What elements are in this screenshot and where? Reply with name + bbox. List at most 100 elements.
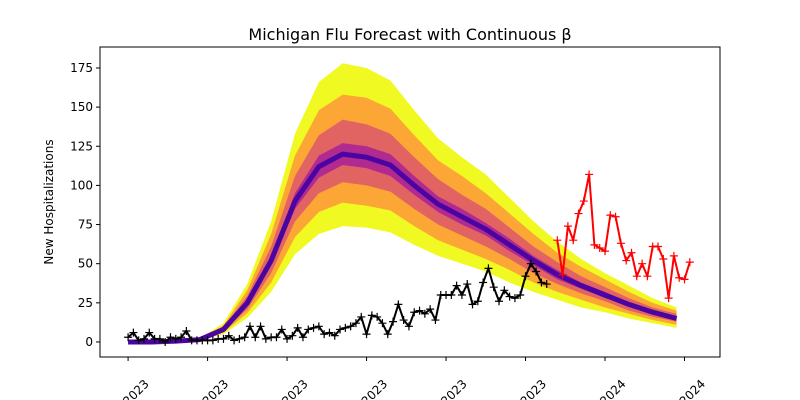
- plus-marker: [245, 322, 254, 331]
- y-tick-label: 175: [70, 61, 93, 75]
- plus-marker: [532, 267, 541, 276]
- fan-band: [128, 143, 677, 342]
- plus-marker: [410, 308, 419, 317]
- plus-marker: [177, 333, 186, 342]
- plus-marker: [378, 319, 387, 328]
- plus-marker: [574, 209, 583, 218]
- plus-marker: [468, 300, 477, 309]
- plus-marker: [632, 272, 641, 281]
- plot-frame: [99, 46, 721, 358]
- y-tick-label: 150: [70, 100, 93, 114]
- plus-marker: [590, 240, 599, 249]
- plus-marker: [420, 309, 429, 318]
- plus-marker: [479, 278, 488, 287]
- plus-marker: [542, 280, 551, 289]
- y-tick-label: 50: [78, 257, 93, 271]
- plus-marker: [415, 306, 424, 315]
- plus-marker: [235, 334, 244, 343]
- plus-marker: [277, 325, 286, 334]
- plus-marker: [325, 328, 334, 337]
- plus-marker: [457, 291, 466, 299]
- y-tick-label: 25: [78, 296, 93, 310]
- plus-marker: [463, 280, 472, 289]
- plus-marker: [669, 251, 678, 260]
- plus-marker: [526, 259, 535, 268]
- plus-marker: [484, 264, 493, 273]
- plus-marker: [283, 334, 292, 343]
- plus-marker: [134, 336, 143, 345]
- plus-marker: [219, 334, 228, 343]
- plus-marker: [611, 212, 620, 221]
- plus-marker: [563, 222, 572, 231]
- plus-marker: [685, 258, 694, 267]
- plus-marker: [431, 316, 440, 325]
- plus-marker: [638, 259, 647, 268]
- plus-marker: [675, 273, 684, 282]
- plus-marker: [553, 236, 562, 245]
- plus-marker: [224, 331, 233, 340]
- plus-marker: [659, 254, 668, 263]
- plus-marker: [373, 312, 382, 321]
- plus-marker: [489, 283, 498, 292]
- plus-marker: [251, 333, 260, 342]
- plus-marker: [230, 336, 239, 345]
- plus-marker: [595, 244, 604, 253]
- plus-marker: [664, 294, 673, 303]
- plus-marker: [389, 317, 398, 326]
- plus-marker: [261, 334, 270, 343]
- plus-marker: [336, 325, 345, 334]
- plus-marker: [521, 272, 530, 281]
- y-axis-label: New Hospitalizations: [42, 139, 56, 264]
- plus-marker: [447, 291, 456, 299]
- plus-marker: [293, 323, 302, 332]
- plus-marker: [654, 242, 662, 251]
- plus-marker: [622, 256, 631, 265]
- plus-marker: [314, 322, 323, 331]
- plus-marker: [304, 325, 313, 334]
- plus-marker: [155, 334, 164, 343]
- series-line: [556, 174, 691, 299]
- plus-marker: [426, 305, 435, 314]
- plus-marker: [351, 319, 360, 328]
- y-tick-label: 125: [70, 139, 93, 153]
- y-tick-label: 0: [85, 335, 93, 349]
- plus-marker: [404, 322, 413, 331]
- plus-marker: [558, 270, 567, 279]
- plus-marker: [399, 316, 408, 325]
- plus-marker: [500, 286, 509, 295]
- plus-marker: [601, 247, 610, 256]
- plus-marker: [309, 323, 318, 332]
- plus-marker: [606, 211, 615, 220]
- plus-marker: [288, 331, 297, 340]
- plus-marker: [208, 336, 217, 345]
- plus-marker: [346, 322, 355, 331]
- plus-marker: [139, 334, 148, 343]
- plus-marker: [171, 334, 180, 343]
- chart-title: Michigan Flu Forecast with Continuous β: [248, 25, 571, 44]
- plus-marker: [452, 281, 461, 290]
- plus-marker: [585, 170, 594, 179]
- plus-marker: [161, 337, 170, 346]
- plus-marker: [129, 328, 138, 337]
- plus-marker: [495, 297, 504, 306]
- plus-marker: [272, 333, 281, 342]
- plus-marker: [145, 328, 154, 337]
- plus-marker: [256, 322, 265, 331]
- plus-marker: [569, 236, 578, 245]
- fan-median: [128, 151, 678, 345]
- plus-marker: [166, 333, 175, 342]
- plus-marker: [124, 333, 133, 342]
- plus-marker: [240, 333, 249, 342]
- plus-marker: [341, 323, 350, 332]
- plus-marker: [367, 311, 376, 320]
- plus-marker: [537, 278, 546, 287]
- plus-marker: [579, 197, 588, 206]
- plus-marker: [510, 294, 519, 303]
- plus-marker: [627, 248, 636, 257]
- plus-marker: [680, 275, 689, 284]
- plus-marker: [643, 272, 652, 281]
- y-tick-label: 75: [78, 218, 93, 232]
- plus-marker: [473, 297, 482, 306]
- plus-marker: [394, 300, 403, 309]
